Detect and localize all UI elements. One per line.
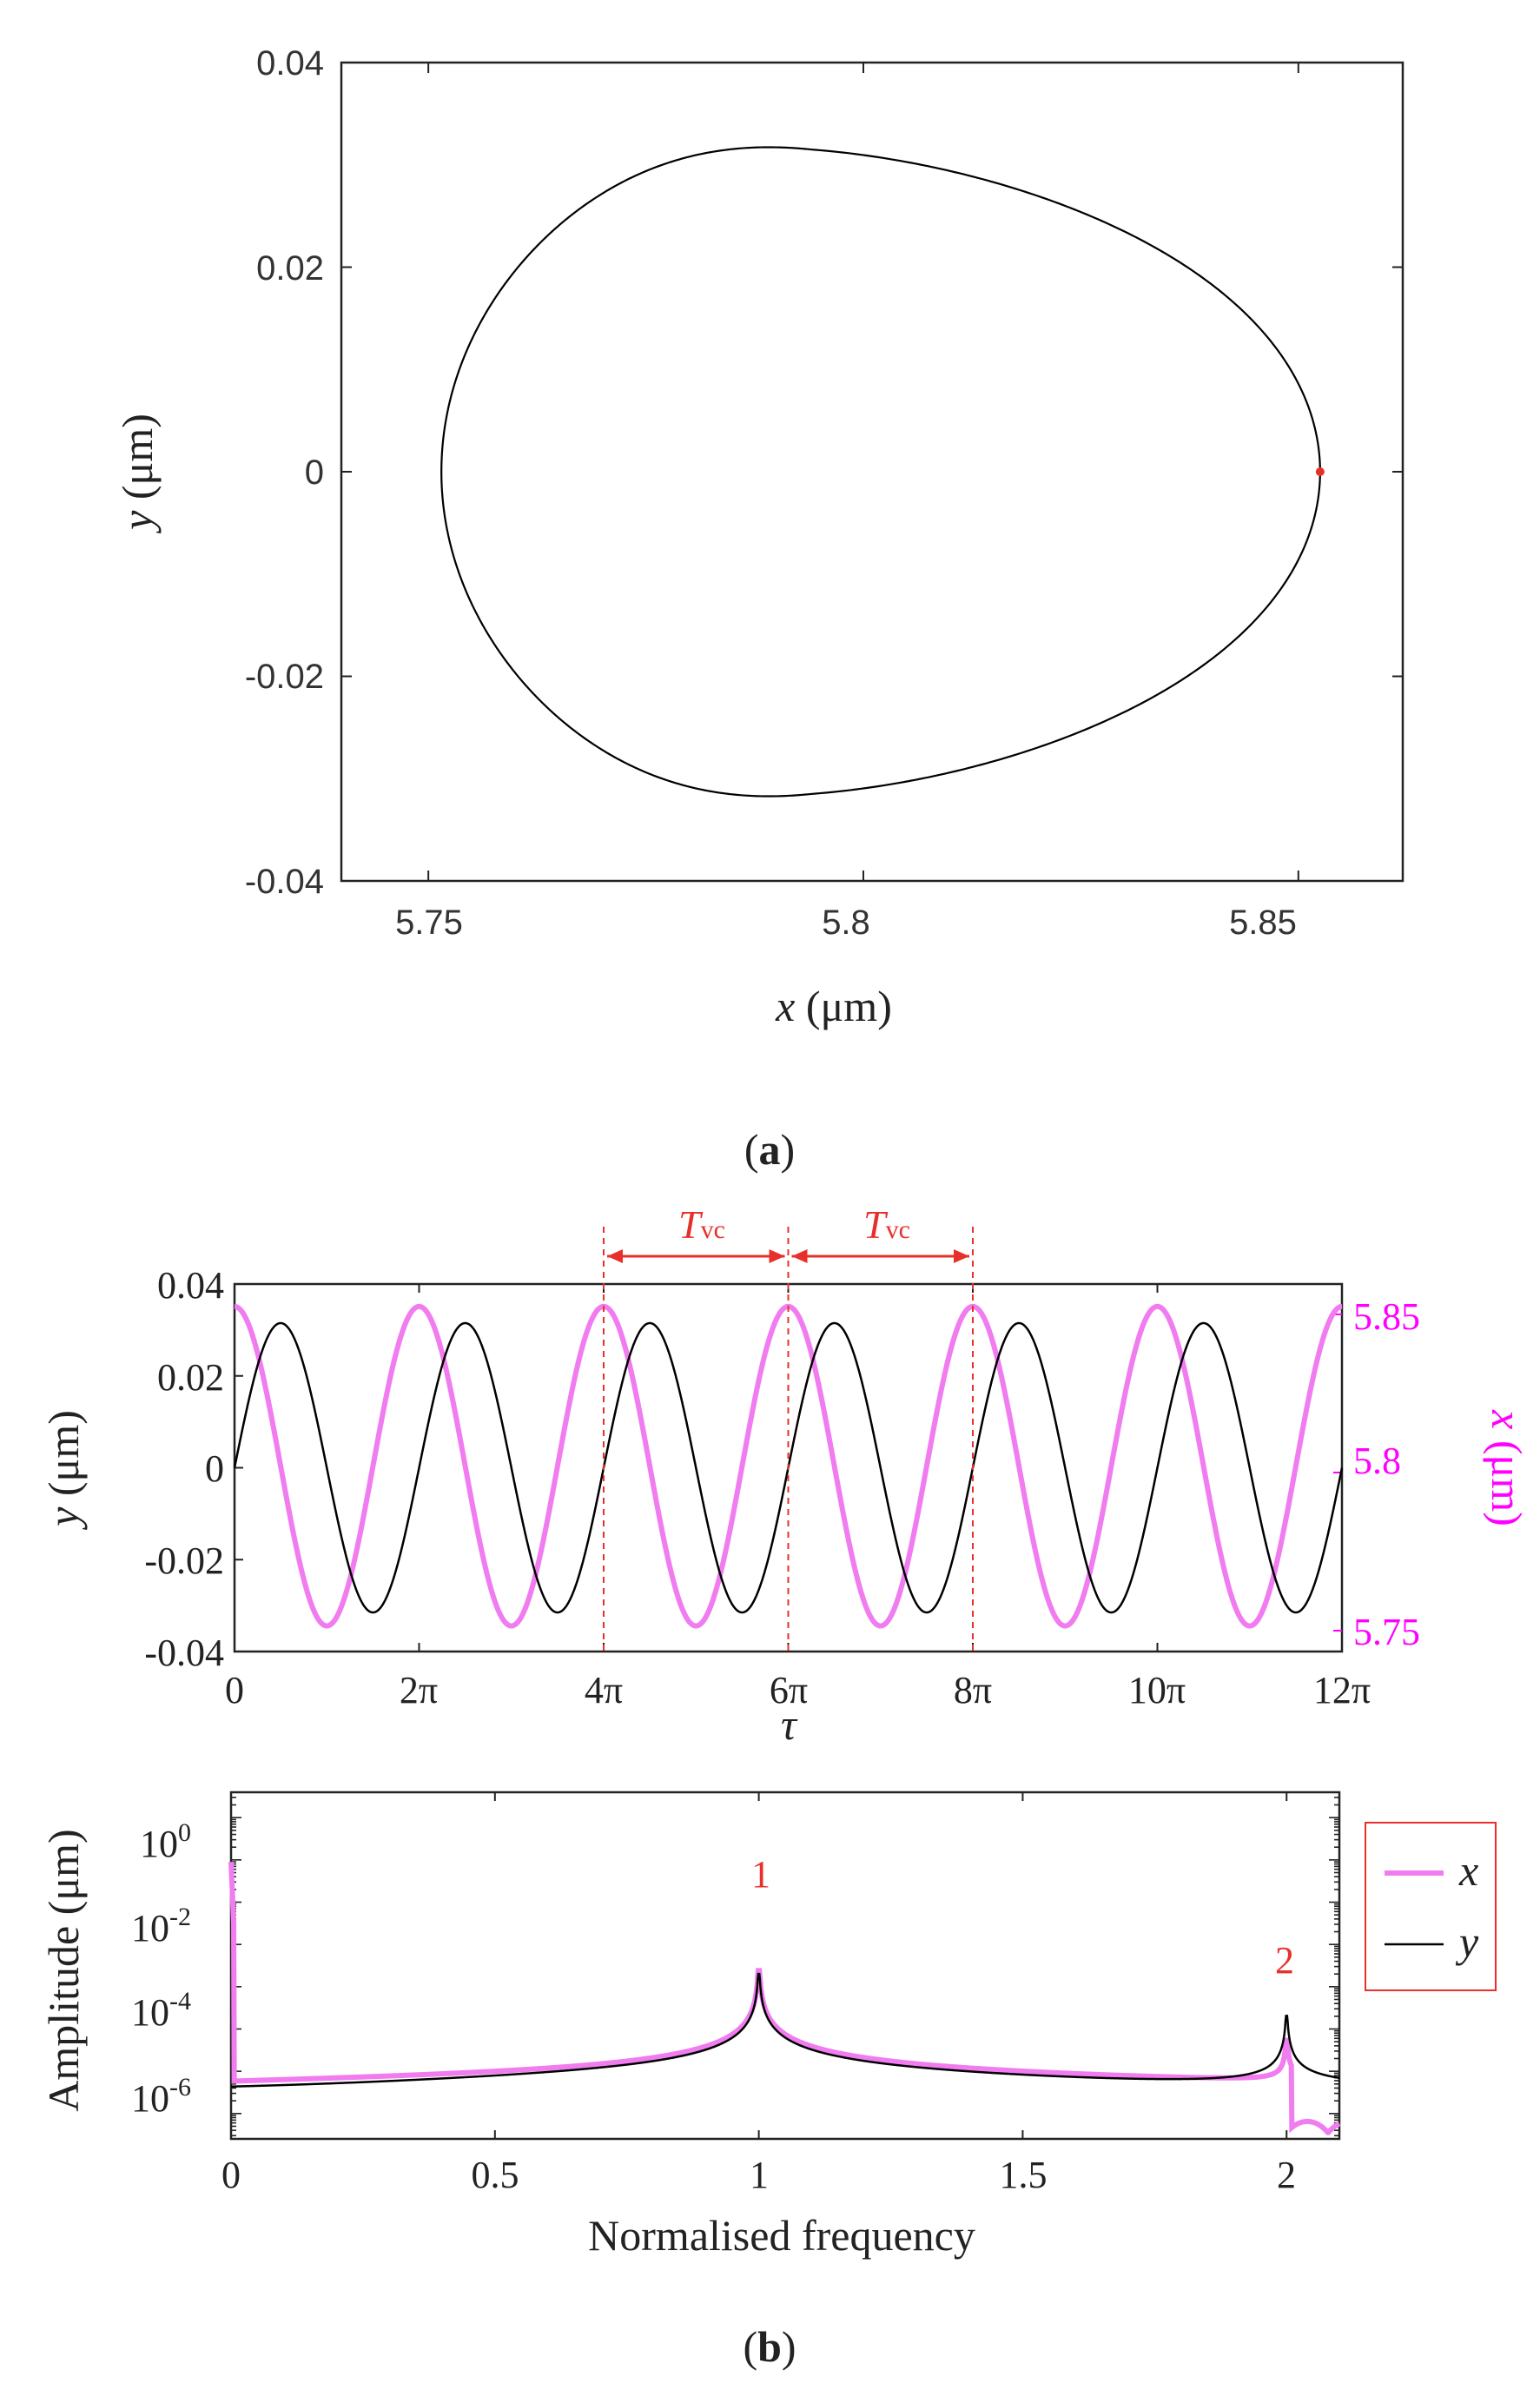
panel-a: 0.04 0.02 0 -0.02 -0.04 5.75 5.8 5.85 x … (113, 44, 1405, 1174)
x-tick-label-3: 1.5 (1000, 2154, 1048, 2196)
arrowhead-left-1 (791, 1249, 808, 1263)
y2-axis-title: x (μm) (1483, 1409, 1531, 1526)
y2-tick-label-0: 5.85 (1353, 1295, 1420, 1338)
axis-ticks (341, 62, 1403, 882)
x-tick-label-1: 0.5 (472, 2154, 519, 2196)
legend-y-label: y (1455, 1917, 1479, 1966)
y-tick-label-2: 10-4 (131, 1987, 191, 2034)
axis-ticks (230, 1792, 1339, 2139)
legend-x-label: x (1458, 1846, 1478, 1895)
panel-b-spectrum: 1 2 100 10-2 10-4 10-6 0 0.5 1 1.5 2 Nor… (39, 1791, 1497, 2371)
x-tick-label-4: 8π (954, 1669, 992, 1711)
orbit-curve (440, 146, 1321, 798)
y-tick-label-1: 10-2 (131, 1903, 191, 1950)
arrowhead-right-1 (954, 1249, 969, 1263)
y-tick-label-3: 10-6 (131, 2073, 191, 2120)
arrowhead-right-0 (769, 1249, 785, 1263)
y-tick-label-2: 0 (305, 453, 324, 492)
y-tick-label-4: -0.04 (144, 1632, 224, 1674)
x-tick-label-5: 10π (1128, 1669, 1186, 1711)
y-tick-label-4: -0.04 (245, 863, 324, 901)
legend-box (1365, 1822, 1497, 1991)
y-tick-label-0: 0.04 (256, 44, 324, 83)
arrowhead-left-0 (607, 1249, 623, 1263)
y-axis-title: Amplitude (μm) (39, 1829, 88, 2111)
x-tick-label-0: 5.75 (395, 904, 463, 942)
period-label-2: Tvc (863, 1202, 910, 1247)
y-tick-label-0: 0.04 (157, 1264, 224, 1307)
peak-label-2: 2 (1275, 1939, 1294, 1982)
y2-tick-label-1: 5.8 (1353, 1440, 1401, 1482)
plot-frame (229, 1791, 1341, 2141)
x-axis-title: Normalised frequency (588, 2211, 975, 2260)
period-annotation (603, 1227, 974, 1652)
x-tick-label-0: 0 (221, 2154, 241, 2196)
y-tick-label-2: 0 (205, 1447, 224, 1490)
x-axis-title: τ (781, 1700, 798, 1749)
x-axis-title: x (μm) (775, 982, 892, 1030)
x-tick-label-0: 0 (225, 1669, 244, 1711)
x-tick-label-1: 2π (400, 1669, 438, 1711)
x-spectrum-line (228, 1861, 1341, 2135)
period-label-1: Tvc (678, 1202, 725, 1247)
x-tick-label-4: 2 (1277, 2154, 1296, 2196)
panel-b-time-domain: Tvc Tvc 0.04 0.02 0 -0.02 -0.04 5.85 5.8… (39, 1202, 1531, 1749)
start-point-marker (1315, 467, 1325, 476)
x-tick-label-2: 1 (750, 2154, 769, 2196)
y2-tick-label-2: 5.75 (1353, 1611, 1420, 1653)
y-tick-label-1: 0.02 (256, 249, 324, 288)
x-tick-label-2: 4π (585, 1669, 623, 1711)
y-tick-label-0: 100 (140, 1818, 191, 1865)
y-spectrum-line (230, 1972, 1340, 2088)
peak-label-1: 1 (751, 1853, 770, 1896)
x-tick-label-3: 6π (770, 1669, 808, 1711)
x-tick-label-1: 5.8 (822, 904, 870, 942)
panel-label-b: (b) (743, 2322, 796, 2371)
y-tick-label-1: 0.02 (157, 1356, 224, 1399)
y-tick-label-3: -0.02 (245, 658, 324, 696)
y-axis-title: y (μm) (39, 1410, 88, 1531)
x-tick-label-6: 12π (1313, 1669, 1371, 1711)
y-tick-label-3: -0.02 (144, 1539, 224, 1582)
y-axis-title: y (μm) (113, 414, 162, 534)
plot-frame (340, 61, 1405, 883)
panel-label-a: (a) (744, 1125, 795, 1174)
x-tick-label-2: 5.85 (1229, 904, 1297, 942)
